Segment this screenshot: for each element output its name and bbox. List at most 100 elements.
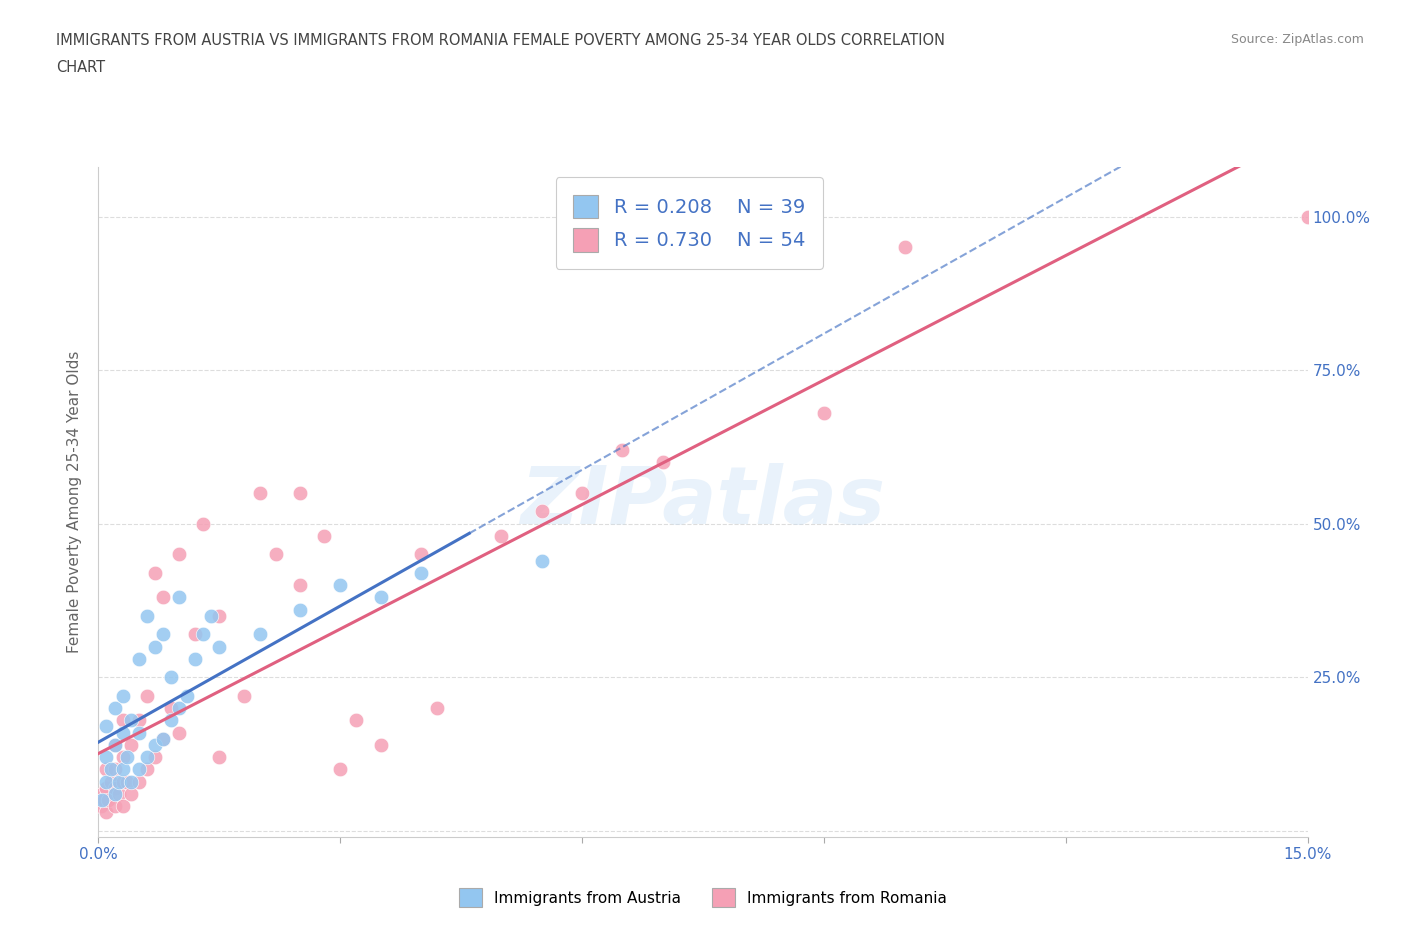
Point xyxy=(530,504,553,519)
Point xyxy=(167,725,190,740)
Point xyxy=(426,700,449,715)
Point xyxy=(96,780,118,795)
Point xyxy=(120,775,142,790)
Legend: R = 0.208    N = 39, R = 0.730    N = 54: R = 0.208 N = 39, R = 0.730 N = 54 xyxy=(555,177,823,270)
Text: CHART: CHART xyxy=(56,60,105,75)
Point xyxy=(103,780,125,795)
Point xyxy=(135,608,157,623)
Point xyxy=(176,688,198,703)
Point xyxy=(100,762,122,777)
Point xyxy=(135,762,157,777)
Point xyxy=(96,750,118,764)
Point xyxy=(152,731,174,746)
Point xyxy=(93,792,115,807)
Point xyxy=(409,547,432,562)
Point xyxy=(128,651,150,666)
Point xyxy=(96,762,118,777)
Point xyxy=(103,737,125,752)
Point xyxy=(208,750,231,764)
Point xyxy=(96,805,118,820)
Point xyxy=(111,762,134,777)
Point xyxy=(249,627,271,642)
Point xyxy=(249,485,271,500)
Point xyxy=(184,627,207,642)
Point xyxy=(91,792,114,807)
Point xyxy=(128,712,150,727)
Point xyxy=(103,799,125,814)
Point xyxy=(208,608,231,623)
Point xyxy=(107,787,129,802)
Point xyxy=(193,627,215,642)
Point xyxy=(571,485,593,500)
Point xyxy=(288,485,311,500)
Point xyxy=(135,688,157,703)
Point xyxy=(97,792,120,807)
Point xyxy=(90,799,112,814)
Point xyxy=(200,608,222,623)
Text: IMMIGRANTS FROM AUSTRIA VS IMMIGRANTS FROM ROMANIA FEMALE POVERTY AMONG 25-34 YE: IMMIGRANTS FROM AUSTRIA VS IMMIGRANTS FR… xyxy=(56,33,945,47)
Point xyxy=(107,775,129,790)
Legend: Immigrants from Austria, Immigrants from Romania: Immigrants from Austria, Immigrants from… xyxy=(453,883,953,913)
Point xyxy=(143,565,166,580)
Point xyxy=(120,737,142,752)
Point xyxy=(167,547,190,562)
Point xyxy=(103,762,125,777)
Point xyxy=(264,547,287,562)
Point xyxy=(111,688,134,703)
Point xyxy=(160,670,183,684)
Point xyxy=(111,775,134,790)
Point xyxy=(128,762,150,777)
Point xyxy=(103,700,125,715)
Point xyxy=(208,639,231,654)
Point xyxy=(651,455,673,470)
Point xyxy=(120,712,142,727)
Point xyxy=(167,590,190,604)
Point xyxy=(314,528,336,543)
Point xyxy=(329,762,352,777)
Point xyxy=(111,750,134,764)
Point xyxy=(135,750,157,764)
Point xyxy=(152,627,174,642)
Y-axis label: Female Poverty Among 25-34 Year Olds: Female Poverty Among 25-34 Year Olds xyxy=(67,351,83,654)
Point xyxy=(111,799,134,814)
Point xyxy=(184,651,207,666)
Point xyxy=(288,603,311,618)
Point xyxy=(1296,209,1319,224)
Point xyxy=(143,737,166,752)
Point xyxy=(232,688,254,703)
Point xyxy=(491,528,513,543)
Point xyxy=(100,775,122,790)
Point xyxy=(128,775,150,790)
Point xyxy=(160,700,183,715)
Text: ZIPatlas: ZIPatlas xyxy=(520,463,886,541)
Point xyxy=(152,590,174,604)
Point xyxy=(344,712,367,727)
Point xyxy=(152,731,174,746)
Point xyxy=(91,787,114,802)
Point xyxy=(143,639,166,654)
Point xyxy=(167,700,190,715)
Point xyxy=(813,405,835,420)
Point xyxy=(160,712,183,727)
Point xyxy=(103,787,125,802)
Text: Source: ZipAtlas.com: Source: ZipAtlas.com xyxy=(1230,33,1364,46)
Point xyxy=(143,750,166,764)
Point xyxy=(370,590,392,604)
Point xyxy=(329,578,352,592)
Point xyxy=(115,775,138,790)
Point xyxy=(612,443,634,458)
Point xyxy=(370,737,392,752)
Point xyxy=(409,565,432,580)
Point xyxy=(96,775,118,790)
Point xyxy=(193,516,215,531)
Point xyxy=(96,719,118,734)
Point xyxy=(115,750,138,764)
Point xyxy=(111,725,134,740)
Point xyxy=(120,787,142,802)
Point xyxy=(103,737,125,752)
Point xyxy=(128,725,150,740)
Point xyxy=(111,712,134,727)
Point xyxy=(288,578,311,592)
Point xyxy=(893,240,915,255)
Point xyxy=(530,553,553,568)
